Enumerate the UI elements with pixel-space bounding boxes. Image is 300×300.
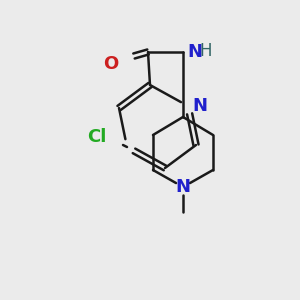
Text: N: N: [192, 97, 207, 115]
Text: H: H: [199, 42, 211, 60]
Text: N: N: [187, 43, 202, 61]
Text: N: N: [176, 178, 190, 196]
Text: Cl: Cl: [88, 128, 107, 146]
Text: O: O: [103, 55, 118, 73]
